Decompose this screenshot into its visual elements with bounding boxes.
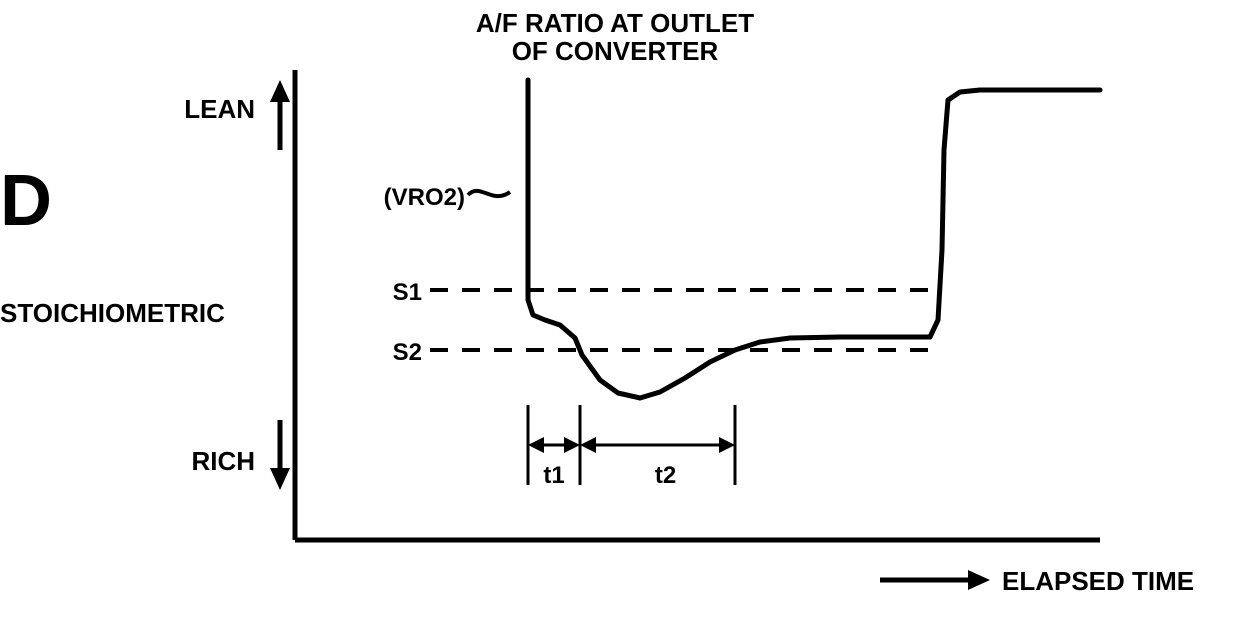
t2-label: t2 — [655, 462, 676, 489]
lean-arrow-icon — [270, 80, 290, 150]
af-ratio-diagram: A/F RATIO AT OUTLET OF CONVERTER D LEAN … — [0, 0, 1240, 620]
s2-label: S2 — [393, 339, 422, 366]
t1-label: t1 — [543, 462, 564, 489]
chart-title-line2: OF CONVERTER — [512, 36, 719, 66]
y-label-lean: LEAN — [184, 94, 255, 124]
t1-span-arrow — [528, 437, 580, 453]
y-label-rich: RICH — [191, 446, 255, 476]
x-axis-arrow-icon — [880, 570, 990, 590]
panel-letter: D — [0, 161, 52, 241]
vro2-label: (VRO2) — [384, 184, 465, 211]
t2-span-arrow — [580, 437, 735, 453]
rich-arrow-icon — [270, 420, 290, 490]
y-label-stoichiometric: STOICHIOMETRIC — [0, 298, 225, 328]
x-axis-label: ELAPSED TIME — [1002, 566, 1194, 596]
chart-title-line1: A/F RATIO AT OUTLET — [476, 8, 754, 38]
s1-label: S1 — [393, 279, 422, 306]
vro2-tilde-icon — [468, 191, 510, 196]
